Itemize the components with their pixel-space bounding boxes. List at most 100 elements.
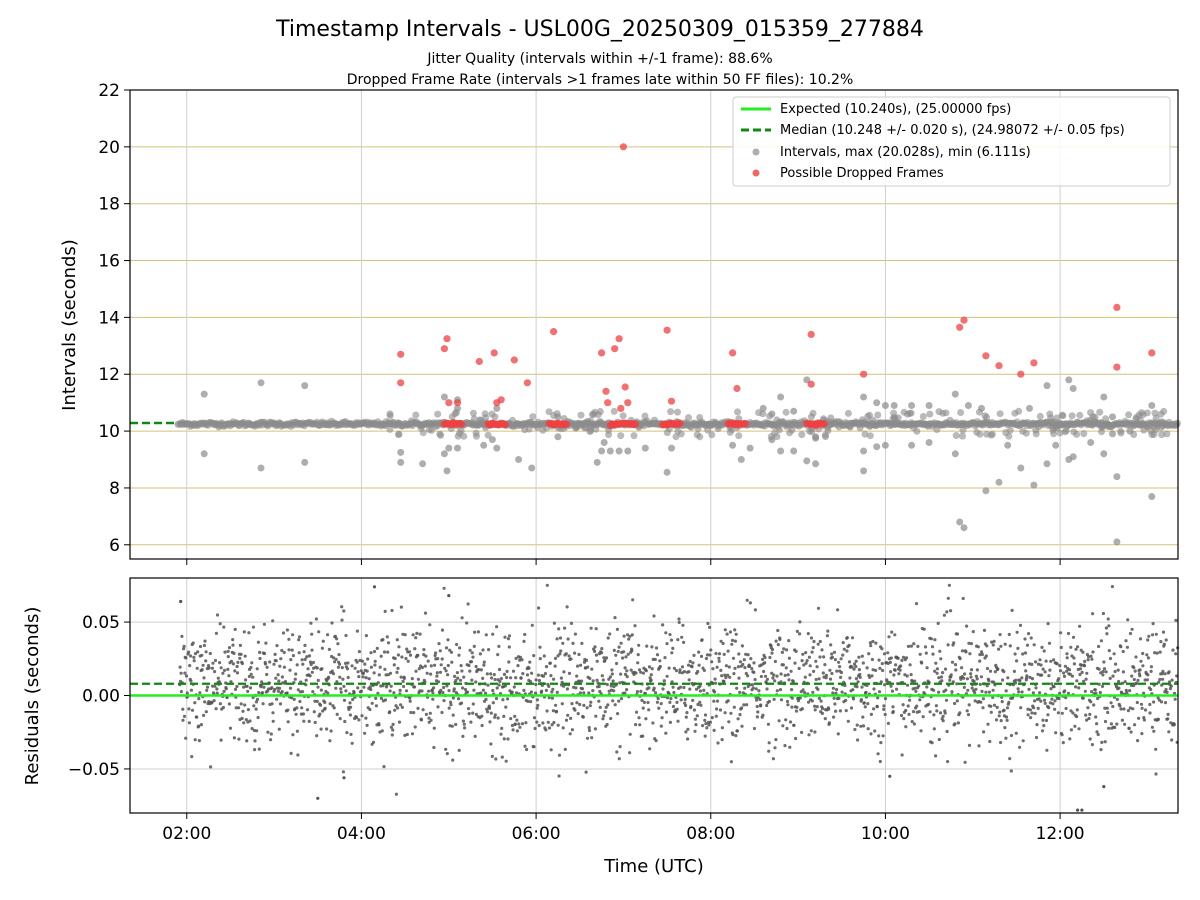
interval-point (773, 416, 781, 424)
residual-point (716, 741, 720, 745)
residual-point (973, 699, 977, 703)
interval-point (1076, 411, 1084, 419)
residual-point (403, 733, 407, 738)
residual-point (628, 634, 632, 638)
residual-point (991, 643, 995, 647)
residual-point (679, 698, 683, 702)
residual-point (221, 705, 225, 710)
interval-point (935, 408, 943, 416)
residual-point (537, 678, 542, 683)
dropped-frame-point (667, 397, 676, 405)
residual-point (558, 636, 563, 640)
residual-point (665, 642, 669, 646)
residual-point (297, 638, 301, 642)
residual-point (1166, 712, 1170, 717)
residual-point (1046, 713, 1050, 717)
residual-point (891, 705, 895, 709)
residual-point (816, 606, 821, 610)
residual-point (420, 689, 424, 693)
residual-point (365, 723, 369, 728)
residual-point (484, 691, 488, 695)
residual-point (874, 641, 878, 645)
residual-point (800, 707, 805, 711)
residual-point (804, 651, 808, 655)
residual-point (449, 703, 453, 707)
residual-point (665, 674, 669, 678)
residual-point (449, 700, 453, 704)
residual-point (966, 688, 970, 692)
residual-point (719, 639, 723, 643)
residual-point (491, 701, 495, 705)
residual-point (887, 635, 891, 639)
residual-point (958, 711, 962, 715)
residual-point (1154, 632, 1158, 636)
residual-point (396, 706, 400, 710)
residual-point (295, 663, 299, 667)
residual-point (1103, 706, 1107, 710)
residual-point (316, 796, 320, 800)
residual-point (653, 657, 657, 662)
residual-point (394, 704, 398, 708)
residual-point (763, 674, 768, 678)
residual-point (550, 723, 554, 727)
residual-point (808, 673, 812, 677)
interval-point (1102, 415, 1110, 423)
residual-point (286, 720, 290, 724)
residual-point (715, 707, 719, 711)
residual-point (820, 711, 825, 716)
residual-point (451, 713, 455, 717)
residual-point (529, 700, 533, 704)
residual-point (798, 620, 802, 624)
residual-point (1026, 713, 1030, 717)
legend-dropped-swatch (752, 169, 760, 177)
residual-point (305, 655, 309, 659)
residual-point (655, 700, 660, 704)
residual-point (407, 650, 411, 654)
residual-point (211, 684, 215, 688)
residual-point (544, 728, 548, 732)
residual-point (313, 699, 317, 703)
residual-point (474, 712, 478, 717)
residual-point (181, 718, 185, 722)
residual-point (341, 770, 345, 774)
residual-point (618, 681, 622, 685)
residual-point (390, 608, 394, 613)
interval-point (1019, 427, 1027, 435)
residual-point (934, 661, 938, 665)
residual-point (705, 726, 709, 730)
residual-point (350, 664, 354, 668)
residual-point (934, 704, 939, 708)
residual-point (578, 702, 582, 707)
interval-point (470, 415, 478, 423)
residual-point (591, 689, 595, 693)
interval-point (1147, 427, 1155, 435)
residual-point (682, 640, 686, 645)
residual-point (1029, 636, 1033, 640)
residual-point (268, 660, 272, 664)
residual-point (213, 684, 217, 688)
residual-point (714, 714, 718, 718)
residual-point (570, 728, 575, 732)
residual-point (818, 655, 822, 659)
residual-point (476, 630, 480, 634)
dropped-frame-point (490, 349, 498, 357)
residual-point (608, 675, 613, 679)
residual-point (487, 648, 491, 652)
residual-point (1050, 697, 1054, 701)
residual-point (888, 660, 892, 665)
residual-point (872, 687, 876, 691)
residual-point (1032, 643, 1036, 647)
residual-point (736, 717, 740, 721)
legend-median-label: Median (10.248 +/- 0.020 s), (24.98072 +… (780, 123, 1125, 138)
residual-point (794, 649, 798, 654)
residual-point (943, 667, 948, 671)
residual-point (1111, 674, 1115, 678)
residual-point (547, 684, 551, 689)
residual-point (486, 683, 490, 687)
residual-point (320, 667, 324, 671)
residual-point (383, 609, 387, 614)
residual-point (646, 700, 650, 705)
residual-point (1154, 772, 1158, 776)
dropped-frame-point (956, 323, 964, 331)
residual-point (832, 696, 836, 700)
